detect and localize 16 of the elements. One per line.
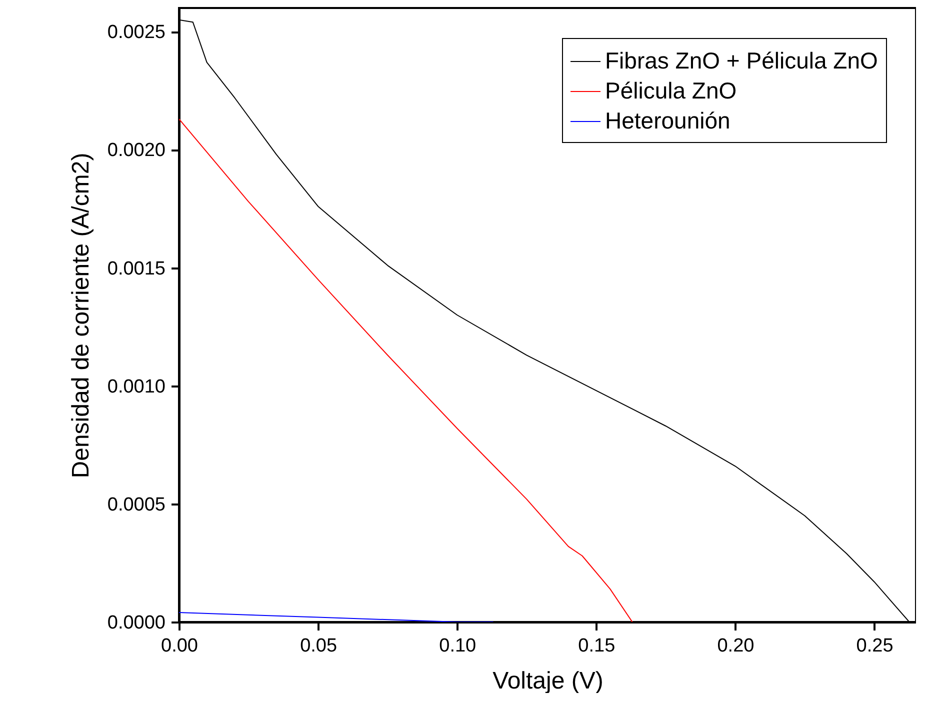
legend-label: Heterounión [605,108,730,134]
y-tick-label: 0.0010 [107,376,166,398]
x-tick-label: 0.15 [578,636,616,656]
x-tick-label: 0.10 [439,636,476,656]
x-tick-label: 0.00 [161,636,198,656]
y-tick-label: 0.0000 [107,612,166,634]
y-tick-label: 0.0015 [107,258,166,280]
y-tick-label: 0.0005 [107,494,166,516]
legend-label: Pélicula ZnO [605,78,737,104]
y-tick-label: 0.0025 [107,22,166,44]
x-tick-label: 0.25 [856,636,894,656]
y-axis-title: Densidad de corriente (A/cm2) [67,152,94,478]
legend-label: Fibras ZnO + Pélicula ZnO [605,48,878,74]
x-tick-label: 0.05 [300,636,338,656]
y-tick-label: 0.0020 [107,140,166,162]
x-tick-label: 0.20 [717,636,754,656]
